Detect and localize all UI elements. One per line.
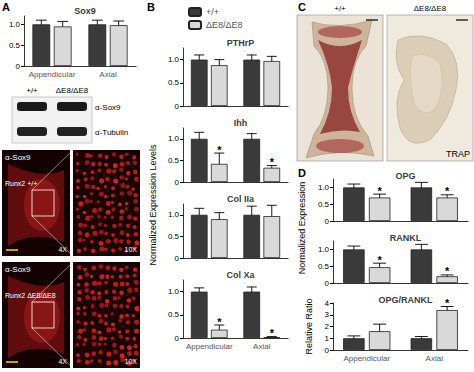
- svg-text:Normalized Expression: Normalized Expression: [297, 182, 307, 275]
- svg-text:Runx2 +/+: Runx2 +/+: [5, 180, 37, 187]
- svg-text:10X: 10X: [125, 358, 138, 365]
- svg-text:α-Sox9: α-Sox9: [95, 103, 121, 112]
- svg-text:4X: 4X: [58, 246, 67, 253]
- svg-text:0.5: 0.5: [318, 200, 330, 209]
- svg-text:OPG/RANKL: OPG/RANKL: [379, 295, 434, 305]
- svg-text:0.5: 0.5: [318, 262, 330, 271]
- svg-text:RANKL: RANKL: [390, 233, 422, 243]
- svg-text:*: *: [377, 185, 382, 197]
- svg-text:D: D: [298, 167, 306, 179]
- svg-text:B: B: [147, 1, 155, 13]
- svg-text:2: 2: [325, 322, 330, 331]
- svg-text:1.0: 1.0: [168, 210, 180, 219]
- svg-text:0: 0: [175, 102, 180, 111]
- svg-text:*: *: [445, 185, 450, 197]
- svg-text:0.5: 0.5: [9, 41, 21, 50]
- svg-text:0.5: 0.5: [168, 156, 180, 165]
- svg-text:0.5: 0.5: [168, 78, 180, 87]
- svg-text:0: 0: [175, 178, 180, 187]
- svg-text:ΔE8/ΔE8: ΔE8/ΔE8: [414, 4, 447, 13]
- svg-text:Ihh: Ihh: [234, 118, 248, 128]
- svg-text:4X: 4X: [58, 358, 67, 365]
- svg-text:0: 0: [175, 254, 180, 263]
- svg-text:10X: 10X: [125, 246, 138, 253]
- svg-text:Appendicular: Appendicular: [29, 70, 76, 79]
- svg-text:α-Sox9: α-Sox9: [5, 153, 31, 162]
- svg-text:Normalized Expression Levels: Normalized Expression Levels: [148, 144, 158, 266]
- svg-text:0.5: 0.5: [168, 310, 180, 319]
- svg-text:*: *: [217, 144, 222, 156]
- svg-text:ΔE8/ΔE8: ΔE8/ΔE8: [206, 20, 243, 30]
- svg-text:TRAP: TRAP: [446, 149, 470, 159]
- svg-text:Runx2 ΔE8/ΔE8: Runx2 ΔE8/ΔE8: [5, 292, 56, 299]
- svg-text:Relative Ratio: Relative Ratio: [304, 298, 314, 354]
- svg-text:Col Xa: Col Xa: [226, 270, 255, 280]
- svg-text:OPG: OPG: [395, 171, 415, 181]
- svg-text:Axial: Axial: [426, 354, 444, 363]
- svg-text:α-Sox9: α-Sox9: [5, 265, 31, 274]
- svg-text:*: *: [270, 156, 275, 168]
- svg-text:3: 3: [325, 310, 330, 319]
- svg-text:1.0: 1.0: [9, 20, 21, 29]
- svg-text:Axial: Axial: [99, 70, 117, 79]
- svg-text:4: 4: [325, 299, 330, 308]
- svg-text:Appendicular: Appendicular: [186, 342, 233, 351]
- svg-text:Sox9: Sox9: [74, 6, 96, 16]
- svg-text:PTHrP: PTHrP: [227, 38, 255, 48]
- svg-text:Col IIa: Col IIa: [227, 194, 255, 204]
- svg-text:*: *: [445, 265, 450, 277]
- svg-text:Appendicular: Appendicular: [343, 354, 390, 363]
- svg-text:A: A: [2, 1, 10, 13]
- svg-text:+/+: +/+: [26, 86, 38, 95]
- svg-text:0: 0: [16, 62, 21, 71]
- svg-text:0: 0: [325, 346, 330, 355]
- svg-text:1.0: 1.0: [168, 287, 180, 296]
- svg-text:C: C: [298, 1, 306, 13]
- svg-text:ΔE8/ΔE8: ΔE8/ΔE8: [56, 86, 89, 95]
- svg-text:α-Tubulin: α-Tubulin: [95, 128, 128, 137]
- svg-text:*: *: [217, 316, 222, 328]
- svg-text:*: *: [445, 297, 450, 309]
- svg-text:1: 1: [325, 334, 330, 343]
- svg-text:0: 0: [175, 334, 180, 343]
- svg-text:0.5: 0.5: [168, 232, 180, 241]
- svg-text:1.0: 1.0: [318, 183, 330, 192]
- svg-text:0: 0: [325, 217, 330, 226]
- svg-text:0: 0: [325, 279, 330, 288]
- svg-text:1.0: 1.0: [318, 245, 330, 254]
- svg-text:1.0: 1.0: [168, 55, 180, 64]
- svg-text:*: *: [377, 254, 382, 266]
- svg-text:1.0: 1.0: [168, 134, 180, 143]
- svg-text:+/+: +/+: [206, 7, 219, 17]
- svg-text:+/+: +/+: [334, 4, 346, 13]
- svg-text:Axial: Axial: [253, 342, 271, 351]
